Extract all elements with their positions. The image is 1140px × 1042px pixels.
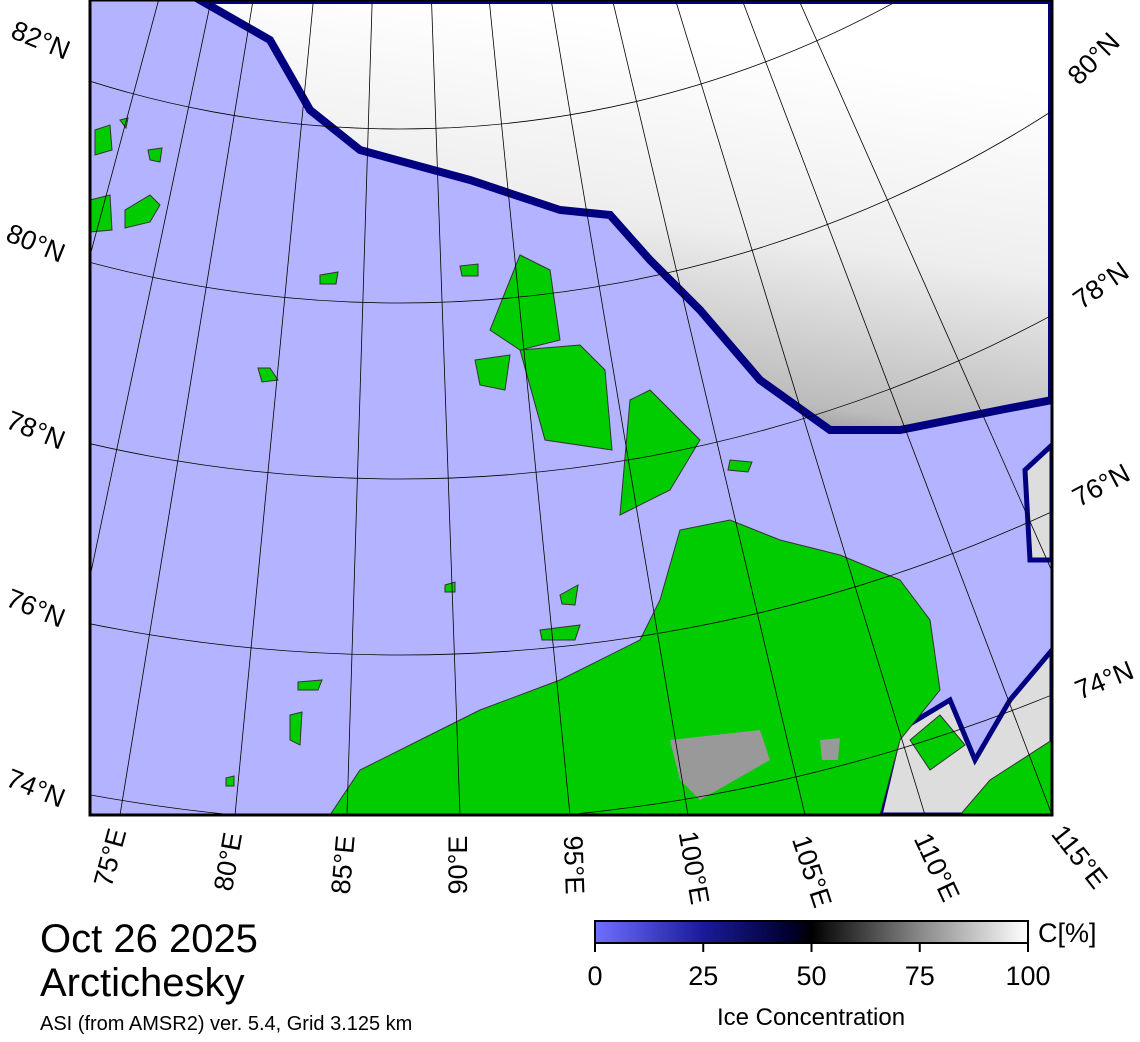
colorbar-label: Ice Concentration [717, 1004, 905, 1031]
colorbar-tick-label: 75 [905, 961, 935, 991]
sea-ice [191, 0, 1052, 434]
lon-label: 100°E [673, 829, 715, 907]
map-frame [88, 0, 1054, 817]
lat-label: 78°N [1068, 256, 1135, 315]
lon-label: 95°E [558, 835, 590, 895]
lon-label: 115°E [1046, 819, 1114, 894]
lat-label: 76°N [2, 583, 69, 633]
lon-label: 80°E [208, 830, 248, 893]
date-title: Oct 26 2025 [40, 917, 258, 961]
colorbar: C[%] Ice Concentration 0 25 50 75 100 [587, 918, 1096, 1031]
title-block: Oct 26 2025 Arctichesky ASI (from AMSR2)… [40, 917, 412, 1035]
land-ice [670, 730, 840, 800]
colorbar-tick-label: 50 [796, 961, 826, 991]
lon-label: 85°E [326, 834, 361, 895]
lat-label: 78°N [2, 405, 69, 455]
colorbar-tick-label: 0 [587, 961, 602, 991]
lat-label: 74°N [1071, 655, 1138, 705]
colorbar-tick-label: 100 [1005, 961, 1050, 991]
colorbar-ramp [594, 920, 1029, 944]
lat-label: 74°N [2, 763, 69, 813]
lon-label: 75°E [88, 825, 132, 890]
map-area [90, 0, 1052, 815]
subtitle: ASI (from AMSR2) ver. 5.4, Grid 3.125 km [40, 1013, 412, 1035]
colorbar-tick-label: 25 [688, 961, 718, 991]
lon-label: 110°E [908, 828, 966, 906]
lon-label: 90°E [443, 836, 473, 895]
location: Arctichesky [40, 961, 245, 1005]
lat-label: 80°N [2, 218, 69, 268]
lat-label: 82°N [7, 15, 74, 65]
lat-label: 76°N [1067, 458, 1134, 513]
lon-label: 105°E [786, 832, 837, 912]
colorbar-unit: C[%] [1038, 918, 1097, 948]
lat-label: 80°N [1062, 27, 1126, 91]
